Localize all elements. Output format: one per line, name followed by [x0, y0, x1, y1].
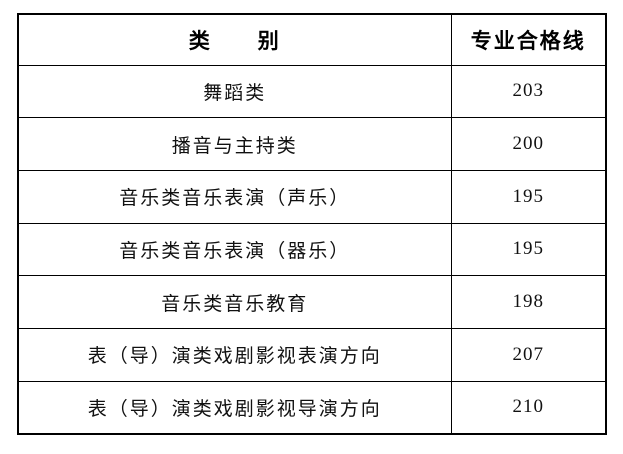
table-row: 舞蹈类 203 [17, 64, 607, 119]
score-cell: 198 [450, 275, 607, 329]
score-cell: 210 [450, 380, 607, 435]
table-row: 音乐类音乐教育 198 [17, 275, 607, 329]
score-cell: 195 [450, 169, 607, 224]
table-row: 播音与主持类 200 [17, 117, 607, 171]
category-cell: 音乐类音乐教育 [17, 275, 452, 329]
category-cell: 舞蹈类 [17, 64, 452, 119]
table-header-row: 类 别 专业合格线 [17, 13, 607, 66]
qualification-score-table: 类 别 专业合格线 舞蹈类 203 播音与主持类 200 音乐类音乐表演（声乐）… [17, 13, 607, 435]
score-cell: 195 [450, 222, 607, 277]
score-cell: 200 [450, 117, 607, 171]
category-cell: 音乐类音乐表演（声乐） [17, 169, 452, 224]
table-body: 舞蹈类 203 播音与主持类 200 音乐类音乐表演（声乐） 195 音乐类音乐… [17, 64, 607, 435]
table-row: 音乐类音乐表演（声乐） 195 [17, 169, 607, 224]
category-cell: 表（导）演类戏剧影视表演方向 [17, 327, 452, 382]
column-header-category: 类 别 [17, 13, 452, 66]
category-cell: 音乐类音乐表演（器乐） [17, 222, 452, 277]
table-row: 表（导）演类戏剧影视表演方向 207 [17, 327, 607, 382]
category-cell: 表（导）演类戏剧影视导演方向 [17, 380, 452, 435]
table-row: 表（导）演类戏剧影视导演方向 210 [17, 380, 607, 435]
score-cell: 203 [450, 64, 607, 119]
column-header-score: 专业合格线 [450, 13, 607, 66]
score-cell: 207 [450, 327, 607, 382]
table-row: 音乐类音乐表演（器乐） 195 [17, 222, 607, 277]
category-cell: 播音与主持类 [17, 117, 452, 171]
